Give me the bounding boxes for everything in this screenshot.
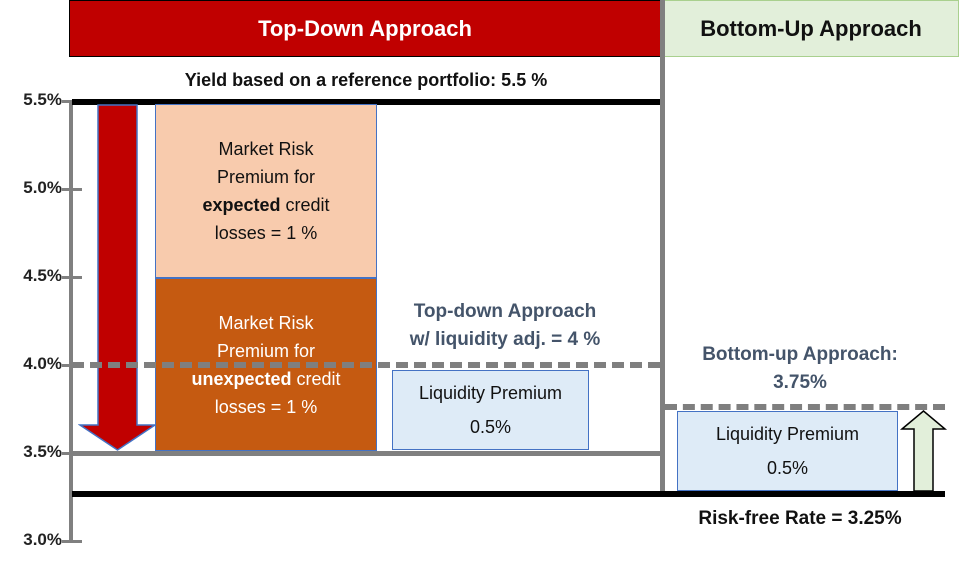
y-tick-label: 3.5%: [23, 442, 62, 461]
unexpected-line4: losses = 1 %: [214, 396, 318, 417]
expected-bold: expected: [202, 195, 281, 215]
top-down-liquidity-line2: w/ liquidity adj. = 4 %: [409, 329, 601, 350]
bottom-up-line2: 3.75%: [773, 372, 827, 393]
y-tick: [62, 276, 82, 279]
top-down-header: Top-Down Approach: [69, 0, 661, 57]
unexpected-line1: Market Risk: [218, 312, 314, 333]
bottom-up-line1: Bottom-up Approach:: [702, 344, 898, 365]
down-arrow-icon: [78, 104, 158, 451]
bottom-up-header-text: Bottom-Up Approach: [700, 15, 922, 41]
expected-rest: credit: [280, 195, 330, 215]
top-down-liquidity-label: Top-down Approach w/ liquidity adj. = 4 …: [380, 298, 630, 354]
reference-yield-line: [72, 99, 660, 105]
expected-line1: Market Risk: [218, 139, 314, 159]
y-tick-label: 5.5%: [23, 90, 62, 109]
liquidity-premium-box-1: Liquidity Premium 0.5%: [392, 370, 589, 450]
unexpected-bold: unexpected: [191, 368, 292, 389]
reference-yield-label: Yield based on a reference portfolio: 5.…: [184, 70, 548, 90]
y-tick-label: 3.0%: [23, 530, 62, 549]
risk-free-line: [72, 491, 945, 497]
liquidity-2-value: 0.5%: [766, 458, 809, 478]
y-tick-label: 5.0%: [23, 178, 62, 197]
bottom-up-header: Bottom-Up Approach: [663, 0, 959, 57]
y-axis-line: [69, 101, 73, 543]
bottom-up-label: Bottom-up Approach: 3.75%: [665, 341, 935, 397]
expected-line4: losses = 1 %: [214, 223, 318, 243]
y-tick-label: 4.0%: [23, 354, 62, 373]
section-divider: [660, 0, 665, 494]
up-arrow-icon: [900, 410, 948, 492]
risk-free-label: Risk-free Rate = 3.25%: [698, 508, 902, 529]
liquidity-1-value: 0.5%: [469, 417, 512, 437]
y-tick: [62, 188, 82, 191]
top-down-header-text: Top-Down Approach: [258, 15, 472, 41]
y-tick: [62, 540, 82, 543]
liquidity-2-title: Liquidity Premium: [715, 424, 860, 444]
unexpected-rest: credit: [291, 368, 341, 389]
bottom-up-dashed-line: [665, 404, 945, 410]
level-3-5-line: [72, 451, 660, 456]
liquidity-1-title: Liquidity Premium: [418, 383, 563, 403]
liquidity-premium-box-2: Liquidity Premium 0.5%: [677, 411, 898, 491]
unexpected-line2: Premium for: [216, 340, 315, 361]
expected-loss-box: Market Risk Premium for expected credit …: [155, 104, 377, 278]
y-tick-label: 4.5%: [23, 266, 62, 285]
top-down-liquidity-line1: Top-down Approach: [413, 301, 597, 322]
top-down-4pct-dashed-line: [72, 362, 660, 368]
expected-line2: Premium for: [216, 167, 315, 187]
